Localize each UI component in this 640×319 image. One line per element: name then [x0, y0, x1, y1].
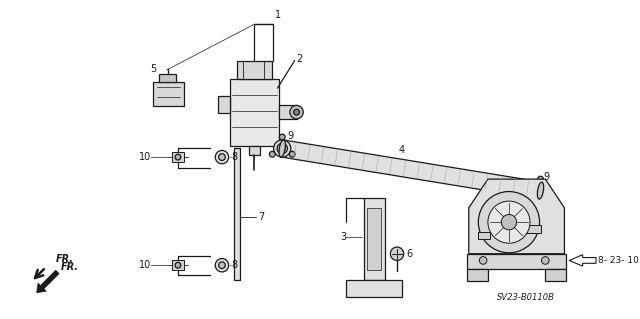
- Circle shape: [277, 143, 287, 154]
- Circle shape: [538, 176, 543, 182]
- Ellipse shape: [538, 182, 543, 199]
- Bar: [364, 198, 385, 279]
- Bar: [249, 146, 260, 155]
- Bar: [367, 208, 381, 270]
- Bar: [230, 79, 279, 146]
- Text: 8- 23- 10: 8- 23- 10: [598, 256, 639, 265]
- Circle shape: [548, 193, 554, 199]
- Polygon shape: [468, 179, 564, 254]
- Circle shape: [541, 256, 549, 264]
- Circle shape: [528, 193, 534, 199]
- Circle shape: [274, 140, 291, 157]
- Text: 7: 7: [259, 212, 264, 222]
- Text: 4: 4: [399, 145, 405, 155]
- Text: 5: 5: [150, 64, 156, 74]
- Bar: [545, 269, 566, 280]
- Circle shape: [219, 262, 225, 269]
- Circle shape: [289, 152, 295, 157]
- Circle shape: [269, 152, 275, 157]
- Text: 9: 9: [287, 131, 293, 141]
- Polygon shape: [569, 255, 596, 266]
- Text: FR.: FR.: [56, 255, 74, 264]
- Circle shape: [535, 185, 546, 196]
- Text: 1: 1: [275, 10, 281, 20]
- Bar: [478, 232, 490, 239]
- Circle shape: [175, 154, 181, 160]
- Circle shape: [175, 262, 181, 268]
- Bar: [172, 260, 184, 270]
- Bar: [218, 96, 230, 113]
- Circle shape: [479, 256, 487, 264]
- Bar: [526, 225, 541, 233]
- Text: 10: 10: [139, 260, 151, 270]
- Circle shape: [215, 151, 228, 164]
- Bar: [159, 74, 176, 82]
- Text: SV23-B0110B: SV23-B0110B: [497, 293, 555, 301]
- Bar: [467, 269, 488, 280]
- Bar: [234, 149, 240, 279]
- Circle shape: [538, 188, 543, 193]
- Circle shape: [478, 191, 540, 253]
- Bar: [346, 279, 402, 297]
- Bar: [153, 82, 184, 107]
- Text: 8: 8: [232, 152, 237, 162]
- Polygon shape: [281, 140, 542, 199]
- Text: 10: 10: [139, 152, 151, 162]
- Bar: [237, 62, 272, 79]
- Circle shape: [290, 106, 303, 119]
- Text: 8: 8: [232, 260, 237, 270]
- Circle shape: [294, 109, 300, 115]
- Bar: [279, 106, 296, 119]
- Text: 9: 9: [543, 172, 550, 182]
- Bar: [467, 254, 566, 269]
- Text: 6: 6: [406, 249, 413, 259]
- Circle shape: [215, 258, 228, 272]
- Circle shape: [219, 154, 225, 160]
- FancyArrow shape: [36, 270, 59, 293]
- Ellipse shape: [279, 140, 285, 157]
- Circle shape: [532, 182, 549, 199]
- Bar: [172, 152, 184, 162]
- Text: 2: 2: [296, 54, 303, 63]
- Circle shape: [279, 134, 285, 140]
- Circle shape: [280, 146, 285, 151]
- Circle shape: [390, 247, 404, 260]
- Circle shape: [501, 214, 516, 230]
- Text: 3: 3: [340, 232, 346, 241]
- Circle shape: [488, 201, 530, 243]
- Text: FR.: FR.: [61, 262, 79, 272]
